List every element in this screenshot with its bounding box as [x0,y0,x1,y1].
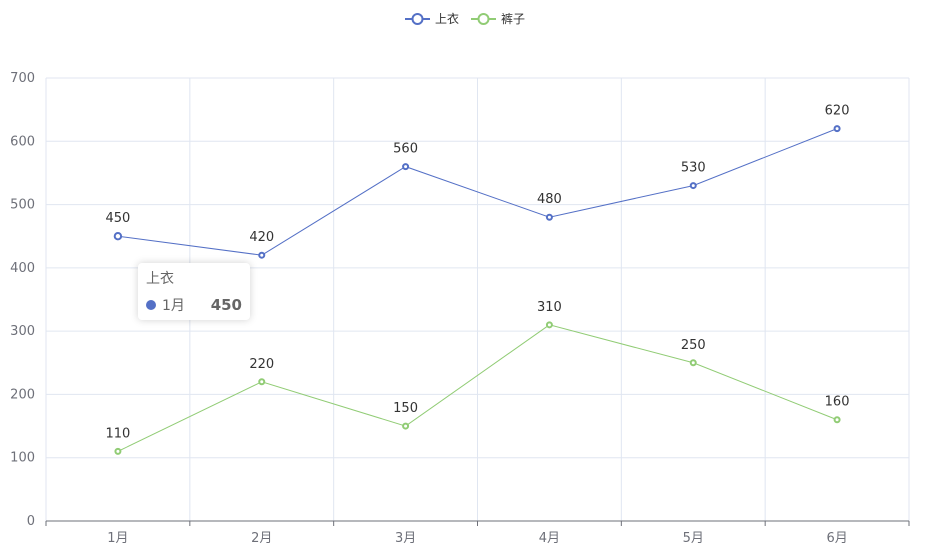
data-label: 310 [537,300,562,315]
y-tick-label: 600 [10,134,35,149]
data-label: 530 [681,161,706,176]
tooltip-title: 上衣 [146,271,174,287]
y-tick-label: 100 [10,451,35,466]
data-label: 620 [825,104,850,119]
data-label: 420 [249,230,274,245]
data-point[interactable] [113,232,123,241]
tooltip-value: 450 [210,296,242,314]
y-tick-label: 700 [10,71,35,86]
data-point[interactable] [689,182,697,190]
x-tick-label: 6月 [826,531,847,546]
legend-item-tops[interactable]: 上衣 [405,10,459,27]
data-point[interactable] [833,416,841,424]
data-label: 220 [249,357,274,372]
legend: 上衣 裤子 [405,10,537,27]
data-label: 480 [537,192,562,207]
y-tick-label: 0 [27,514,35,529]
data-point[interactable] [402,163,410,171]
data-point[interactable] [258,251,266,259]
data-point[interactable] [545,213,553,221]
tooltip-category: 1月 [162,298,185,314]
line-marker-icon [471,12,497,25]
data-point[interactable] [114,447,122,455]
x-tick-label: 5月 [683,531,704,546]
series-line [117,324,838,452]
data-label: 160 [825,395,850,410]
data-label: 110 [106,426,131,441]
x-tick-label: 4月 [539,531,560,546]
data-label: 560 [393,142,418,157]
line-marker-icon [405,12,430,25]
x-tick-label: 2月 [251,531,272,546]
data-label: 250 [681,338,706,353]
legend-label: 上衣 [435,12,460,26]
series-dot-icon [146,300,156,310]
legend-label: 裤子 [501,12,526,26]
x-tick-label: 3月 [395,531,416,546]
y-tick-label: 200 [10,387,35,402]
y-tick-label: 400 [10,261,35,276]
y-tick-label: 300 [10,324,35,339]
legend-item-pants[interactable]: 裤子 [471,10,525,27]
data-point[interactable] [689,359,697,367]
tooltip: 上衣 1月 450 [138,263,250,320]
x-tick-label: 1月 [107,531,128,546]
data-point[interactable] [258,378,266,386]
series-line [117,128,838,256]
data-label: 150 [393,401,418,416]
data-label: 450 [106,211,131,226]
y-tick-label: 500 [10,198,35,213]
data-point[interactable] [833,125,841,133]
data-point[interactable] [545,321,553,329]
data-point[interactable] [402,422,410,430]
